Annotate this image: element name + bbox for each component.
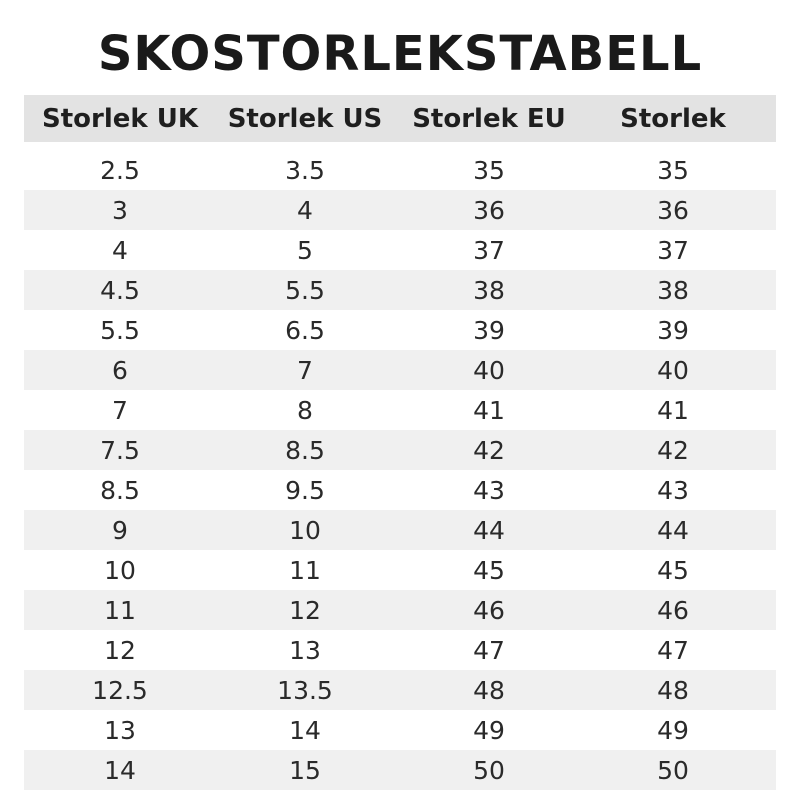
table-cell: 10 (289, 515, 321, 545)
table-row: 9 10 44 44 (24, 510, 776, 550)
table-row: 6 7 40 40 (24, 350, 776, 390)
table-row: 4 5 37 37 (24, 230, 776, 270)
table-cell: 43 (657, 475, 689, 505)
table-cell: 49 (657, 715, 689, 745)
table-row: 12.5 13.5 48 48 (24, 670, 776, 710)
table-cell: 8.5 (285, 435, 325, 465)
table-cell: 44 (657, 515, 689, 545)
table-row: 4.5 5.5 38 38 (24, 270, 776, 310)
table-cell: 8 (297, 395, 313, 425)
table-row: 2.5 3.5 35 35 (24, 150, 776, 190)
table-cell: 13 (104, 715, 136, 745)
table-cell: 41 (657, 395, 689, 425)
table-row: 5.5 6.5 39 39 (24, 310, 776, 350)
table-cell: 8.5 (100, 475, 140, 505)
table-cell: 12 (289, 595, 321, 625)
table-cell: 37 (473, 235, 505, 265)
table-row: 12 13 47 47 (24, 630, 776, 670)
table-cell: 38 (657, 275, 689, 305)
table-cell: 36 (657, 195, 689, 225)
header-row: Storlek UK Storlek US Storlek EU Storlek (24, 95, 776, 142)
table-cell: 44 (473, 515, 505, 545)
title: SKOSTORLEKSTABELL (97, 26, 703, 82)
table-cell: 5.5 (285, 275, 325, 305)
table-cell: 47 (473, 635, 505, 665)
table-cell: 42 (473, 435, 505, 465)
table-row: 14 15 50 50 (24, 750, 776, 790)
table-cell: 38 (473, 275, 505, 305)
table-cell: 49 (473, 715, 505, 745)
table-cell: 42 (657, 435, 689, 465)
table-cell: 50 (473, 755, 505, 785)
table-cell: 40 (473, 355, 505, 385)
table-cell: 4 (112, 235, 128, 265)
table-cell: 45 (657, 555, 689, 585)
header-cell: Storlek UK (42, 103, 198, 134)
table-row: 13 14 49 49 (24, 710, 776, 750)
table-cell: 48 (473, 675, 505, 705)
table-cell: 14 (104, 755, 136, 785)
size-table: Storlek UK Storlek US Storlek EU Storlek 2.5… (24, 95, 776, 790)
table-cell: 12.5 (92, 675, 148, 705)
table-cell: 10 (104, 555, 136, 585)
table-cell: 7 (297, 355, 313, 385)
table-cell: 13 (289, 635, 321, 665)
table-cell: 45 (473, 555, 505, 585)
header-cell: Storlek EU (412, 103, 566, 134)
header-cell: Storlek (620, 103, 726, 134)
table-cell: 6 (112, 355, 128, 385)
table-cell: 3 (112, 195, 128, 225)
table-row: 10 11 45 45 (24, 550, 776, 590)
table-cell: 43 (473, 475, 505, 505)
table-cell: 50 (657, 755, 689, 785)
table-cell: 35 (473, 155, 505, 185)
table-cell: 11 (104, 595, 136, 625)
table-cell: 6.5 (285, 315, 325, 345)
table-cell: 14 (289, 715, 321, 745)
table-cell: 13.5 (277, 675, 333, 705)
table-cell: 47 (657, 635, 689, 665)
table-cell: 46 (657, 595, 689, 625)
table-cell: 3.5 (285, 155, 325, 185)
table-cell: 39 (473, 315, 505, 345)
table-cell: 9 (112, 515, 128, 545)
header-cell: Storlek US (227, 103, 383, 134)
table-row: 7 8 41 41 (24, 390, 776, 430)
table-cell: 7 (112, 395, 128, 425)
table-cell: 9.5 (285, 475, 325, 505)
table-cell: 36 (473, 195, 505, 225)
table-cell: 5.5 (100, 315, 140, 345)
table-row: 3 4 36 36 (24, 190, 776, 230)
table-cell: 39 (657, 315, 689, 345)
table-cell: 46 (473, 595, 505, 625)
table-cell: 15 (289, 755, 321, 785)
table-cell: 5 (297, 235, 313, 265)
table-cell: 41 (473, 395, 505, 425)
table-cell: 7.5 (100, 435, 140, 465)
table-cell: 12 (104, 635, 136, 665)
table-cell: 40 (657, 355, 689, 385)
table-cell: 48 (657, 675, 689, 705)
table-row: 7.5 8.5 42 42 (24, 430, 776, 470)
table-cell: 35 (657, 155, 689, 185)
table-cell: 11 (289, 555, 321, 585)
table-cell: 4 (297, 195, 313, 225)
table-row: 8.5 9.5 43 43 (24, 470, 776, 510)
table-row: 11 12 46 46 (24, 590, 776, 630)
table-cell: 2.5 (100, 155, 140, 185)
table-cell: 37 (657, 235, 689, 265)
table-cell: 4.5 (100, 275, 140, 305)
